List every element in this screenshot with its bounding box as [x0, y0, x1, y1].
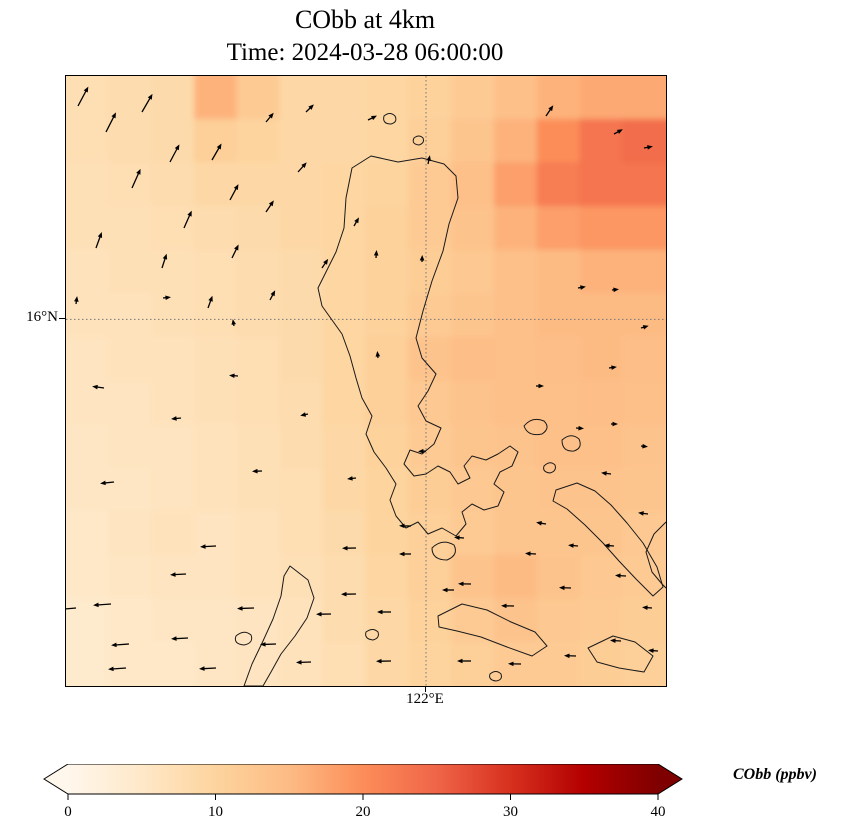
svg-text:30: 30	[503, 804, 518, 820]
wind-arrows-group	[66, 86, 659, 672]
coastline-island-south-1	[437, 603, 548, 657]
plot-area	[65, 75, 667, 687]
coastline-island-east-3	[543, 462, 556, 474]
wind-quiver-layer	[66, 86, 659, 672]
coastline-islet-south-2	[489, 671, 502, 682]
x-axis-tick-label: 122°E	[406, 691, 444, 707]
coastline-islet-north-2	[412, 135, 424, 146]
gridline-layer	[66, 76, 666, 686]
svg-text:10: 10	[208, 804, 223, 820]
coastline-layer	[234, 113, 666, 686]
heatmap-layer	[66, 76, 666, 686]
coastline-islet-north-1	[383, 113, 397, 125]
coastline-island-southwest	[243, 565, 315, 686]
coastline-islet-south-1	[365, 629, 379, 641]
coastline-island-south-2	[587, 635, 654, 673]
coastline-luzon	[317, 155, 519, 537]
y-axis-tick-mark	[59, 318, 65, 319]
colorbar-gradient-bar	[43, 763, 683, 795]
colorbar-label: CObb (ppbv)	[733, 766, 817, 783]
y-axis-tick-label: 16°N	[26, 309, 58, 325]
chart-title: CObb at 4km	[294, 5, 436, 34]
colorbar-tick-labels: 0 10 20 30 40	[64, 794, 666, 820]
coastline-island-central	[431, 541, 456, 561]
chart-subtitle: Time: 2024-03-28 06:00:00	[226, 39, 504, 66]
svg-text:0: 0	[64, 804, 72, 820]
coastline-island-east-2	[561, 435, 581, 452]
coastline-islet-west	[234, 631, 253, 646]
coastline-edge-east	[645, 521, 666, 589]
coastline-peninsula-southeast	[552, 482, 664, 597]
svg-text:40: 40	[651, 804, 666, 820]
x-axis-tick-mark	[425, 686, 426, 692]
coastline-island-east-1	[523, 418, 548, 436]
colorbar: 0 10 20 30 40	[40, 763, 690, 824]
svg-text:20: 20	[356, 804, 371, 820]
